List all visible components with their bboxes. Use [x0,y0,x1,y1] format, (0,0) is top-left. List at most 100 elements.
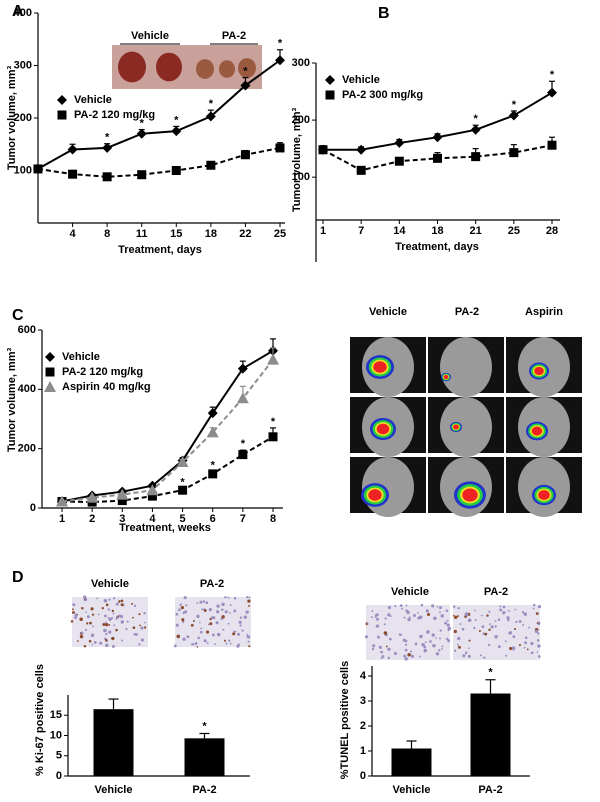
significance: * [202,720,207,732]
cell [105,643,109,648]
cell [113,597,116,600]
signal-blob [376,423,390,435]
cell [445,609,449,613]
cell [383,623,386,626]
cell [513,627,517,631]
cell [528,626,530,629]
y-axis-label: Tumor volume, mm³ [6,66,18,171]
cell [246,595,249,599]
cell [229,604,232,606]
cell [499,605,502,608]
cell [487,643,491,647]
cell [465,652,467,655]
point [267,353,279,365]
cell [232,632,236,636]
significance: * [174,114,179,126]
cell [86,615,90,619]
cell [101,606,104,610]
cell [104,614,107,618]
x-tick-label: 11 [136,228,148,240]
signal-blob [443,374,449,380]
point [102,172,112,182]
point [137,170,147,180]
point [208,469,218,479]
point [432,132,443,143]
cell [453,649,457,652]
cell [515,620,518,624]
y-tick-label: 100 [292,171,310,183]
tumor [238,58,256,78]
cell [506,616,510,620]
x-tick-label: 15 [170,228,182,240]
image-label: PA-2 [455,306,479,318]
bar [93,709,134,776]
point [206,160,216,170]
cell [427,612,431,617]
x-tick-label: 8 [270,513,276,525]
cell [108,630,112,634]
cell [534,629,538,633]
cell [426,630,430,634]
cell [423,645,427,649]
cell [402,638,406,642]
cell [468,639,471,642]
legend-marker [57,110,67,120]
cell [447,626,452,631]
point [318,145,328,155]
cell [394,604,397,608]
x-tick-label: Vehicle [95,784,133,796]
cell [70,620,74,623]
cell [388,637,392,641]
cell [99,641,103,645]
cell [375,624,380,628]
cell [89,621,92,625]
cell [536,622,539,624]
cell [115,618,118,620]
cell [138,643,141,646]
cell [199,630,203,634]
cell [497,645,501,649]
cell [526,648,529,651]
point [508,110,519,121]
cell [185,604,188,607]
cell [431,604,435,608]
cell [502,605,506,609]
cell [385,645,388,648]
cell [537,632,540,635]
point [67,144,78,155]
cell [108,624,111,626]
cell [403,654,407,658]
cell [143,626,147,629]
cell [454,615,458,619]
legend-label: Vehicle [342,74,380,86]
point [547,87,557,98]
cell [111,609,114,613]
cell [115,628,118,632]
cell [88,639,92,643]
cell [96,597,98,600]
cell [90,633,95,637]
cell [229,642,232,645]
legend-marker [325,75,335,85]
cell [446,637,449,641]
cell [186,635,190,639]
cell [197,636,201,640]
y-axis-label: Tumor volume, mm³ [291,108,303,213]
point [470,124,481,135]
point [268,432,278,442]
cell [446,619,449,622]
cell [518,620,522,623]
cell [483,656,486,659]
x-tick-label: 2 [89,513,95,525]
cell [533,603,536,607]
cell [488,623,491,626]
y-tick-label: 15 [50,709,62,721]
cell [446,623,450,627]
image-label: PA-2 [484,586,508,598]
x-tick-label: 21 [470,225,482,237]
cell [530,642,534,646]
x-tick-label: 5 [180,513,186,525]
point [56,495,68,507]
cell [115,602,119,606]
